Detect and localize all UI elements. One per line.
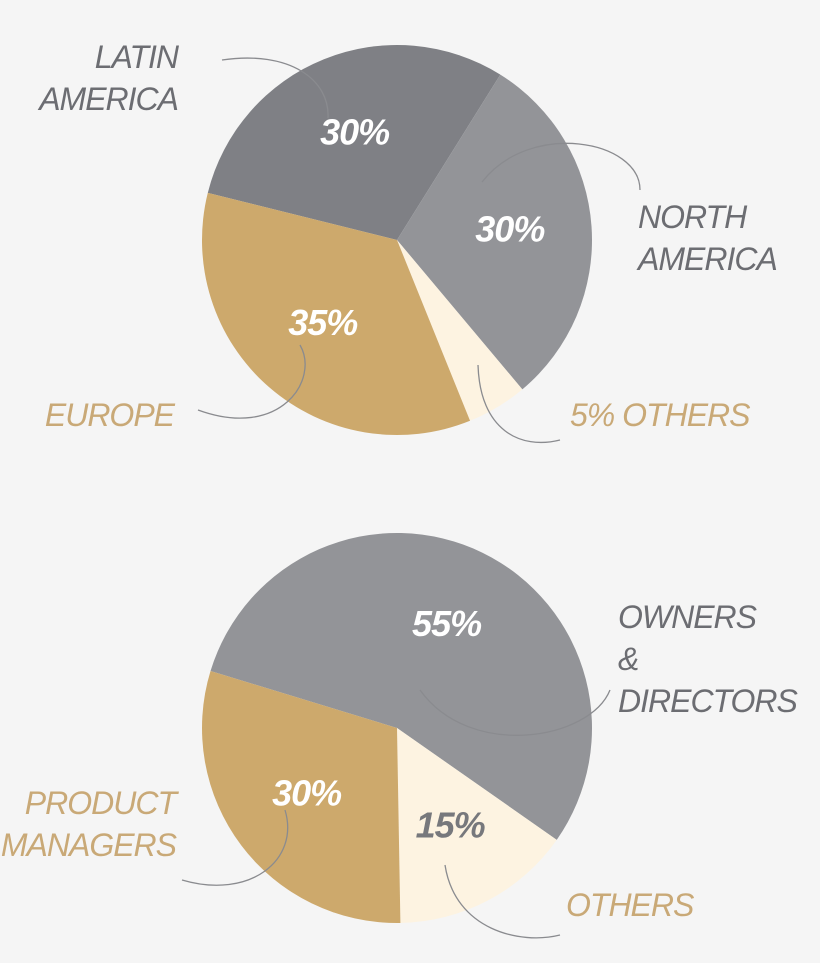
pie-slice bbox=[210, 533, 592, 840]
callout bbox=[477, 364, 561, 444]
callout bbox=[221, 57, 329, 119]
category-label: LATIN AMERICA bbox=[39, 39, 179, 117]
callout bbox=[181, 809, 289, 886]
pie-slice bbox=[397, 728, 557, 923]
value-label: 30% bbox=[320, 112, 390, 153]
category-label: OTHERS bbox=[566, 887, 694, 923]
callout bbox=[197, 344, 306, 419]
pie-slice bbox=[202, 670, 401, 923]
callout bbox=[481, 142, 641, 191]
category-label: PRODUCT MANAGERS bbox=[0, 785, 177, 863]
pie-slice bbox=[207, 44, 501, 240]
category-label: EUROPE bbox=[44, 397, 175, 433]
value-label: 30% bbox=[272, 773, 342, 814]
category-label: 5% OTHERS bbox=[570, 397, 750, 433]
pie-slice bbox=[397, 74, 592, 390]
category-label: NORTH AMERICA bbox=[638, 199, 778, 277]
pie-slice bbox=[397, 240, 523, 421]
callout bbox=[444, 864, 561, 939]
value-label: 30% bbox=[475, 209, 545, 250]
value-label: 15% bbox=[416, 804, 486, 845]
value-label: 55% bbox=[412, 603, 482, 644]
callout bbox=[419, 689, 611, 736]
pie-slice bbox=[201, 192, 471, 435]
value-label: 35% bbox=[288, 302, 358, 343]
category-label: OWNERS & DIRECTORS bbox=[618, 599, 798, 719]
